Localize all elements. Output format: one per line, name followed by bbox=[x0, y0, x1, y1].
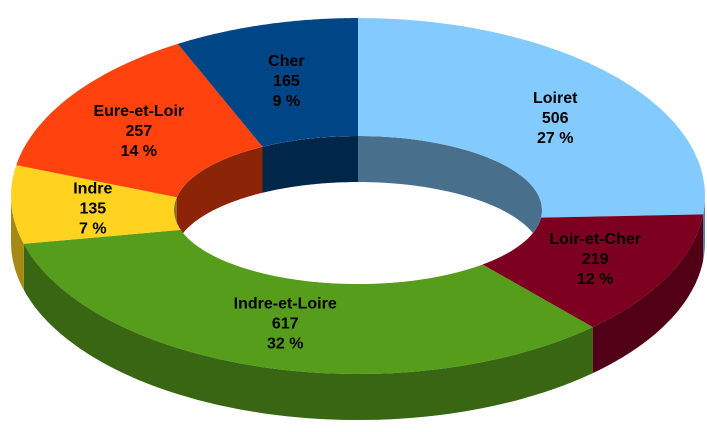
data-label: 27 % bbox=[537, 130, 573, 147]
data-label: Indre-et-Loire bbox=[234, 295, 337, 312]
inner-wall bbox=[358, 136, 542, 256]
wall-shade bbox=[176, 146, 263, 244]
donut-segment bbox=[482, 214, 704, 328]
data-label: 9 % bbox=[273, 93, 301, 110]
data-label: 506 bbox=[542, 110, 569, 127]
data-label: 219 bbox=[582, 251, 609, 268]
outer-wall bbox=[703, 196, 705, 261]
outer-wall bbox=[592, 214, 704, 374]
outer-wall bbox=[23, 243, 593, 420]
wall-shade bbox=[23, 243, 593, 420]
data-label: Indre bbox=[73, 180, 112, 197]
wall-shade bbox=[262, 136, 358, 193]
data-label: Loir-et-Cher bbox=[549, 231, 641, 248]
wall-shade bbox=[703, 196, 705, 261]
wall-shade bbox=[11, 196, 24, 290]
wall-shade bbox=[358, 136, 542, 256]
donut-segment bbox=[358, 18, 705, 218]
data-label: Loiret bbox=[533, 90, 578, 107]
hole bbox=[174, 136, 542, 284]
donut-segment bbox=[23, 229, 593, 374]
data-label: Eure-et-Loir bbox=[93, 103, 184, 120]
inner-wall bbox=[262, 136, 358, 193]
data-label: 165 bbox=[273, 73, 300, 90]
data-label: 135 bbox=[79, 200, 106, 217]
donut-segment bbox=[16, 43, 263, 198]
data-label: 14 % bbox=[121, 143, 157, 160]
data-label: 617 bbox=[272, 315, 299, 332]
donut-segment bbox=[11, 165, 181, 244]
data-label: 257 bbox=[125, 123, 152, 140]
data-label: 12 % bbox=[577, 271, 613, 288]
wall-shade bbox=[592, 214, 704, 374]
data-label: 32 % bbox=[267, 335, 303, 352]
donut-segment bbox=[177, 18, 358, 147]
outer-wall bbox=[11, 196, 24, 290]
inner-wall bbox=[176, 146, 263, 244]
data-label: Cher bbox=[268, 53, 304, 70]
data-label: 7 % bbox=[79, 220, 107, 237]
